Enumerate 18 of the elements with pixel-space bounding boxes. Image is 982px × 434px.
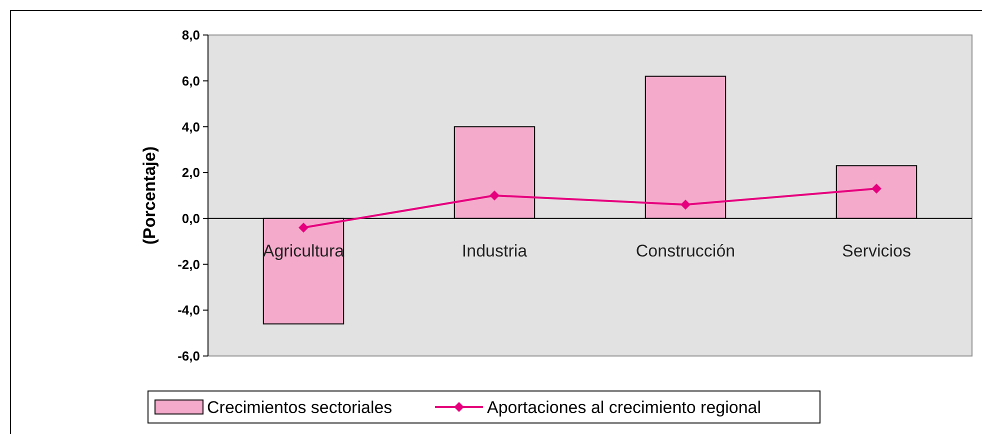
point (872, 184, 882, 194)
y-tick-label: 4,0 (182, 119, 200, 134)
y-tick-label: 6,0 (182, 73, 200, 88)
point (298, 222, 308, 233)
x-tick-label: Industria (462, 241, 528, 260)
legend-label: Aportaciones al crecimiento regional (487, 398, 762, 417)
x-tick-label: Construcción (636, 241, 736, 260)
y-axis-title: (Porcentaje) (140, 146, 159, 245)
y-tick-label: 8,0 (182, 28, 200, 43)
legend-label: Crecimientos sectoriales (207, 398, 392, 417)
y-tick-label: -6,0 (178, 348, 200, 364)
y-tick-label: -4,0 (178, 302, 200, 318)
point (490, 190, 500, 200)
point (680, 200, 690, 210)
y-tick-label: -2,0 (178, 256, 200, 272)
y-tick-label: 2,0 (182, 165, 200, 180)
y-tick-label: 0,0 (182, 210, 200, 226)
x-tick-label: Servicios (842, 241, 911, 260)
